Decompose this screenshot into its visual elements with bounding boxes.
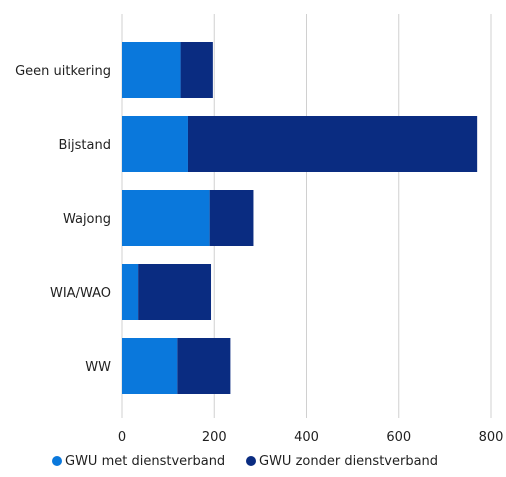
bar-segment: [122, 264, 139, 320]
x-tick-label: 800: [479, 430, 504, 445]
y-category-label: Geen uitkering: [15, 64, 111, 79]
bar-segment: [177, 338, 231, 394]
x-tick-label: 400: [294, 430, 319, 445]
y-category-label: Wajong: [63, 212, 111, 227]
y-category-label: WW: [85, 360, 111, 375]
x-tick-label: 600: [386, 430, 411, 445]
x-tick-label: 200: [202, 430, 227, 445]
legend-label: GWU zonder dienstverband: [259, 454, 438, 469]
bar-segment: [122, 42, 181, 98]
legend-label: GWU met dienstverband: [65, 454, 225, 469]
legend-marker: [52, 456, 62, 466]
bar-segment: [122, 116, 188, 172]
bar-segment: [138, 264, 212, 320]
legend-marker: [246, 456, 256, 466]
x-tick-label: 0: [118, 430, 126, 445]
bar-segment: [122, 338, 178, 394]
bar-segment: [209, 190, 254, 246]
y-category-label: Bijstand: [59, 138, 111, 153]
bar-segment: [122, 190, 210, 246]
bar-segment: [180, 42, 213, 98]
bar-segment: [187, 116, 478, 172]
y-category-label: WIA/WAO: [50, 286, 111, 301]
